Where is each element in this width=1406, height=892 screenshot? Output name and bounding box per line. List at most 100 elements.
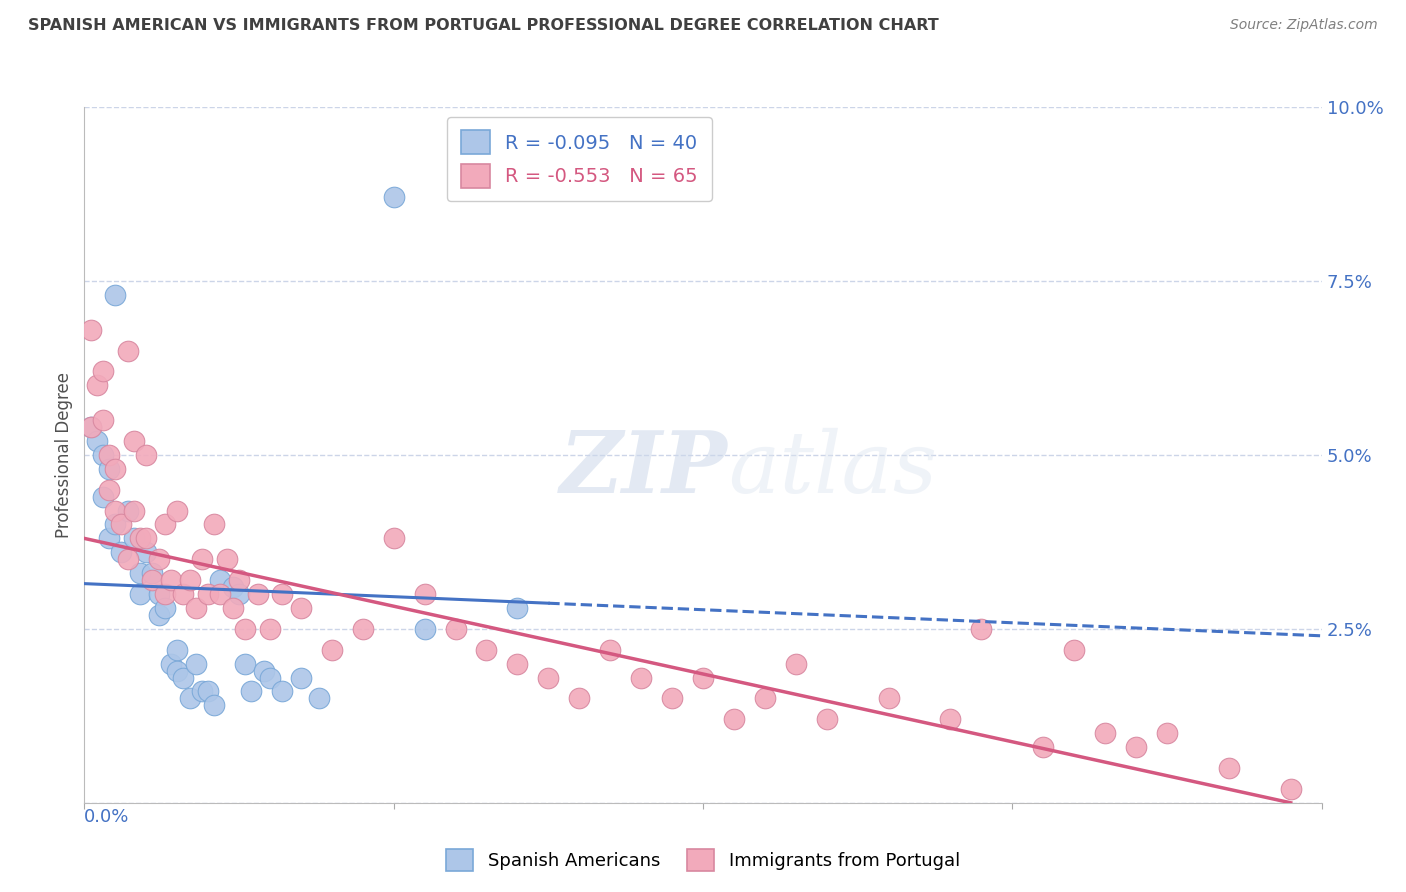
Point bbox=[104, 288, 127, 302]
Point bbox=[86, 378, 108, 392]
Point bbox=[259, 671, 281, 685]
Point bbox=[475, 642, 498, 657]
Point bbox=[91, 448, 114, 462]
Point bbox=[271, 684, 294, 698]
Point bbox=[308, 691, 330, 706]
Point bbox=[184, 657, 207, 671]
Point bbox=[506, 601, 529, 615]
Point bbox=[692, 671, 714, 685]
Y-axis label: Professional Degree: Professional Degree bbox=[55, 372, 73, 538]
Point bbox=[1094, 726, 1116, 740]
Point bbox=[209, 573, 232, 587]
Point bbox=[785, 657, 807, 671]
Point bbox=[172, 587, 194, 601]
Point bbox=[228, 573, 250, 587]
Point bbox=[1218, 761, 1240, 775]
Point bbox=[148, 552, 170, 566]
Point bbox=[222, 601, 245, 615]
Point bbox=[160, 573, 183, 587]
Point bbox=[166, 664, 188, 678]
Point bbox=[117, 503, 139, 517]
Legend: Spanish Americans, Immigrants from Portugal: Spanish Americans, Immigrants from Portu… bbox=[439, 842, 967, 879]
Point bbox=[754, 691, 776, 706]
Legend: R = -0.095   N = 40, R = -0.553   N = 65: R = -0.095 N = 40, R = -0.553 N = 65 bbox=[447, 117, 711, 202]
Point bbox=[222, 580, 245, 594]
Point bbox=[79, 420, 101, 434]
Point bbox=[172, 671, 194, 685]
Point bbox=[352, 622, 374, 636]
Point bbox=[98, 448, 121, 462]
Point bbox=[91, 490, 114, 504]
Point bbox=[1279, 781, 1302, 796]
Point bbox=[91, 364, 114, 378]
Point bbox=[599, 642, 621, 657]
Point bbox=[233, 657, 256, 671]
Text: SPANISH AMERICAN VS IMMIGRANTS FROM PORTUGAL PROFESSIONAL DEGREE CORRELATION CHA: SPANISH AMERICAN VS IMMIGRANTS FROM PORT… bbox=[28, 18, 939, 33]
Point bbox=[153, 517, 176, 532]
Point bbox=[184, 601, 207, 615]
Point bbox=[104, 503, 127, 517]
Point bbox=[197, 684, 219, 698]
Text: atlas: atlas bbox=[728, 427, 936, 510]
Point bbox=[110, 517, 132, 532]
Point bbox=[122, 434, 145, 448]
Point bbox=[122, 532, 145, 546]
Point bbox=[661, 691, 683, 706]
Point bbox=[135, 448, 157, 462]
Point bbox=[382, 532, 405, 546]
Point bbox=[215, 552, 238, 566]
Point bbox=[98, 462, 121, 476]
Point bbox=[290, 601, 312, 615]
Point bbox=[141, 566, 163, 581]
Point bbox=[246, 587, 269, 601]
Point bbox=[197, 587, 219, 601]
Point bbox=[202, 517, 225, 532]
Point bbox=[1156, 726, 1178, 740]
Point bbox=[209, 587, 232, 601]
Text: Source: ZipAtlas.com: Source: ZipAtlas.com bbox=[1230, 18, 1378, 32]
Point bbox=[179, 573, 201, 587]
Point bbox=[202, 698, 225, 713]
Point bbox=[630, 671, 652, 685]
Point bbox=[129, 587, 152, 601]
Point bbox=[506, 657, 529, 671]
Point bbox=[290, 671, 312, 685]
Point bbox=[253, 664, 276, 678]
Point bbox=[160, 657, 183, 671]
Point bbox=[122, 503, 145, 517]
Point bbox=[271, 587, 294, 601]
Point bbox=[1125, 740, 1147, 755]
Point bbox=[815, 712, 838, 726]
Point bbox=[240, 684, 263, 698]
Point bbox=[179, 691, 201, 706]
Point bbox=[1032, 740, 1054, 755]
Point bbox=[233, 622, 256, 636]
Point bbox=[98, 532, 121, 546]
Point bbox=[153, 601, 176, 615]
Text: 0.0%: 0.0% bbox=[84, 808, 129, 826]
Point bbox=[1063, 642, 1085, 657]
Point bbox=[86, 434, 108, 448]
Point bbox=[129, 532, 152, 546]
Point bbox=[877, 691, 900, 706]
Point bbox=[153, 587, 176, 601]
Point bbox=[568, 691, 591, 706]
Point bbox=[148, 607, 170, 622]
Point bbox=[148, 587, 170, 601]
Point bbox=[413, 622, 436, 636]
Point bbox=[79, 323, 101, 337]
Point bbox=[382, 190, 405, 204]
Point bbox=[413, 587, 436, 601]
Point bbox=[191, 552, 214, 566]
Point bbox=[98, 483, 121, 497]
Point bbox=[135, 545, 157, 559]
Point bbox=[110, 545, 132, 559]
Point bbox=[723, 712, 745, 726]
Point bbox=[129, 566, 152, 581]
Point bbox=[141, 573, 163, 587]
Point bbox=[191, 684, 214, 698]
Point bbox=[166, 503, 188, 517]
Point bbox=[91, 413, 114, 427]
Point bbox=[135, 532, 157, 546]
Point bbox=[444, 622, 467, 636]
